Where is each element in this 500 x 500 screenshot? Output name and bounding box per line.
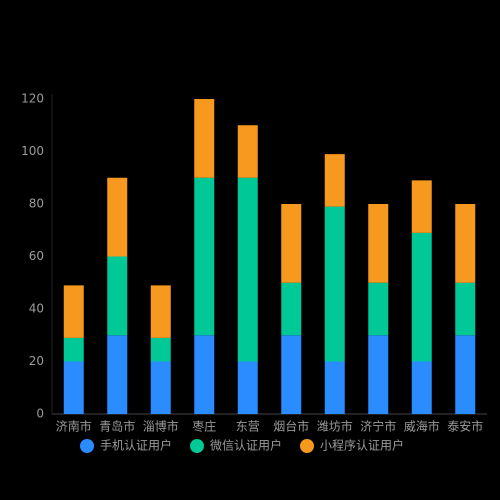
bar-segment [455,335,476,414]
bar-segment [281,335,302,414]
y-tick-label: 40 [29,302,44,316]
bar-segment [324,154,345,207]
bar-segment [368,335,389,414]
bar-segment [324,206,345,362]
legend-marker [80,439,94,453]
bar-segment [194,177,215,336]
x-tick-label: 青岛市 [99,419,135,434]
bar-segment [281,204,302,283]
bar-segment [194,335,215,414]
bar-segment [107,256,128,336]
x-tick-label: 潍坊市 [317,419,353,434]
bar-segment [107,335,128,414]
bar-segment [150,337,171,362]
x-tick-label: 枣庄 [192,419,216,434]
legend-label: 小程序认证用户 [320,438,404,453]
bar-segment [324,361,345,414]
y-tick-label: 0 [36,407,44,421]
legend-label: 手机认证用户 [100,438,172,453]
bar-segment [107,177,128,257]
x-tick-label: 烟台市 [273,419,309,434]
x-tick-label: 泰安市 [447,419,483,434]
y-tick-label: 20 [29,354,44,368]
bar-segment [411,361,432,414]
x-tick-label: 济宁市 [360,419,396,434]
bar-segment [455,282,476,336]
y-tick-label: 100 [21,144,44,158]
x-tick-label: 威海市 [404,419,440,434]
x-tick-label: 东营 [236,420,260,434]
bar-segment [368,204,389,283]
bar-segment [63,285,84,338]
legend-marker [300,439,314,453]
y-tick-label: 60 [29,249,44,263]
bar-segment [368,282,389,336]
legend-label: 微信认证用户 [210,438,282,453]
bar-segment [194,99,215,178]
bar-segment [455,204,476,283]
y-tick-label: 80 [29,197,44,211]
bar-segment [411,232,432,362]
bar-segment [237,361,258,414]
bar-segment [63,337,84,362]
bar-segment [150,285,171,338]
legend-marker [190,439,204,453]
bar-segment [411,180,432,233]
bar-segment [237,125,258,178]
bar-segment [281,282,302,336]
bar-segment [150,361,171,414]
bar-segment [63,361,84,414]
bar-segment [237,177,258,362]
x-tick-label: 济南市 [56,419,92,434]
y-tick-label: 120 [21,92,44,106]
x-tick-label: 淄博市 [143,419,179,434]
